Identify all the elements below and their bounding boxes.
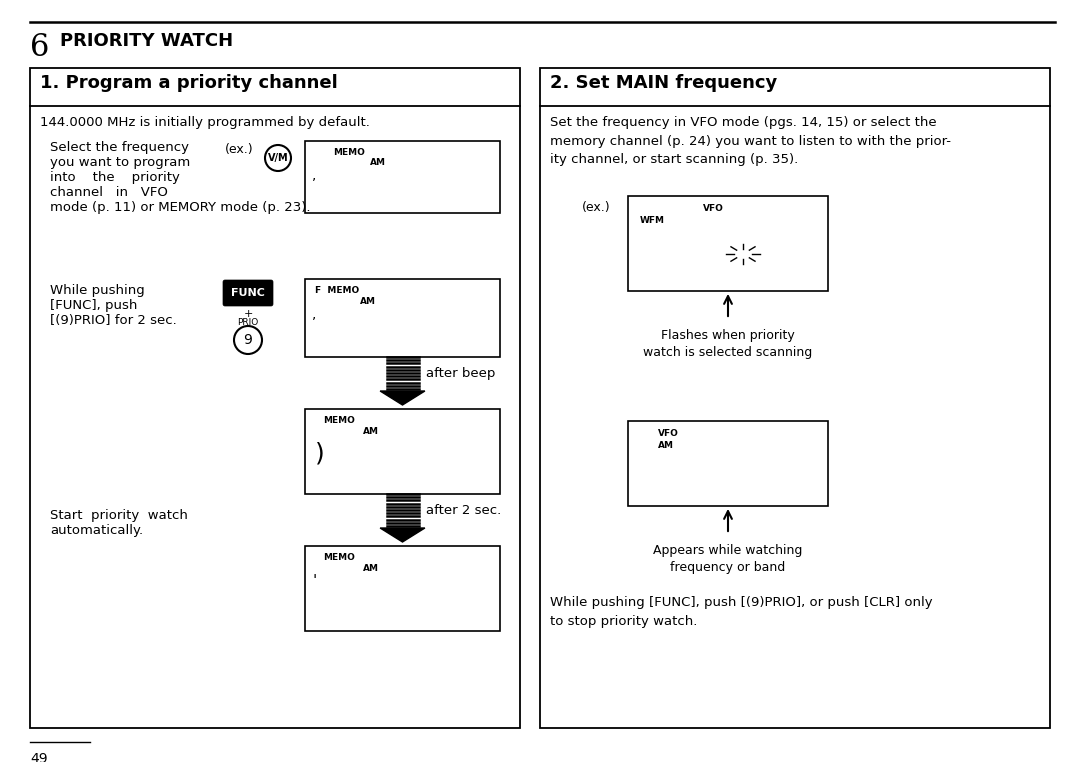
Text: ): )	[315, 441, 325, 465]
Polygon shape	[380, 528, 424, 542]
Text: AM: AM	[363, 427, 379, 436]
Text: AM: AM	[360, 297, 376, 306]
Text: VFO: VFO	[703, 204, 724, 213]
Text: AM: AM	[370, 158, 386, 167]
Circle shape	[265, 145, 291, 171]
Text: (ex.): (ex.)	[225, 143, 254, 156]
Text: MEMO: MEMO	[333, 148, 365, 157]
Text: 49: 49	[30, 752, 48, 762]
Bar	[305, 409, 500, 494]
Text: Start  priority  watch: Start priority watch	[50, 509, 188, 522]
Text: channel   in   VFO: channel in VFO	[50, 186, 167, 199]
Text: after 2 sec.: after 2 sec.	[427, 504, 502, 517]
Polygon shape	[380, 391, 424, 405]
Circle shape	[234, 326, 262, 354]
Bar	[627, 421, 828, 506]
Text: While pushing: While pushing	[50, 284, 145, 297]
Text: automatically.: automatically.	[50, 524, 144, 537]
Text: ': '	[313, 574, 318, 589]
Text: 9: 9	[244, 333, 253, 347]
Bar	[540, 68, 1050, 728]
Bar	[30, 68, 519, 728]
Text: into    the    priority: into the priority	[50, 171, 180, 184]
Text: FUNC: FUNC	[231, 288, 265, 298]
Text: AM: AM	[658, 441, 674, 450]
Text: 144.0000 MHz is initially programmed by default.: 144.0000 MHz is initially programmed by …	[40, 116, 369, 129]
Text: 2. Set MAIN frequency: 2. Set MAIN frequency	[550, 74, 778, 92]
Text: [FUNC], push: [FUNC], push	[50, 299, 137, 312]
Text: Set the frequency in VFO mode (pgs. 14, 15) or select the
memory channel (p. 24): Set the frequency in VFO mode (pgs. 14, …	[550, 116, 951, 166]
Text: PRIORITY WATCH: PRIORITY WATCH	[60, 32, 233, 50]
Text: MEMO: MEMO	[323, 553, 355, 562]
Text: Appears while watching
frequency or band: Appears while watching frequency or band	[653, 544, 802, 574]
Text: V/M: V/M	[268, 153, 288, 163]
Text: PRIO: PRIO	[238, 318, 258, 327]
Text: MEMO: MEMO	[323, 416, 355, 425]
Text: you want to program: you want to program	[50, 156, 190, 169]
Bar	[305, 546, 500, 631]
Text: 1. Program a priority channel: 1. Program a priority channel	[40, 74, 338, 92]
Text: AM: AM	[363, 564, 379, 573]
Text: VFO: VFO	[658, 429, 679, 438]
Bar	[305, 279, 500, 357]
Text: after beep: after beep	[427, 367, 496, 379]
Text: +: +	[243, 309, 253, 319]
Text: ,: ,	[312, 168, 316, 182]
Text: F  MEMO: F MEMO	[315, 286, 360, 295]
Text: ,: ,	[312, 307, 316, 321]
Text: While pushing [FUNC], push [(9)PRIO], or push [CLR] only
to stop priority watch.: While pushing [FUNC], push [(9)PRIO], or…	[550, 596, 933, 627]
Text: Flashes when priority
watch is selected scanning: Flashes when priority watch is selected …	[644, 329, 812, 359]
Bar	[627, 196, 828, 291]
Bar	[305, 141, 500, 213]
Text: [(9)PRIO] for 2 sec.: [(9)PRIO] for 2 sec.	[50, 314, 177, 327]
Text: 6: 6	[30, 32, 50, 63]
Text: (ex.): (ex.)	[582, 201, 610, 214]
Text: Select the frequency: Select the frequency	[50, 141, 189, 154]
Text: WFM: WFM	[640, 216, 665, 225]
Text: mode (p. 11) or MEMORY mode (p. 23).: mode (p. 11) or MEMORY mode (p. 23).	[50, 201, 311, 214]
FancyBboxPatch shape	[222, 280, 273, 306]
